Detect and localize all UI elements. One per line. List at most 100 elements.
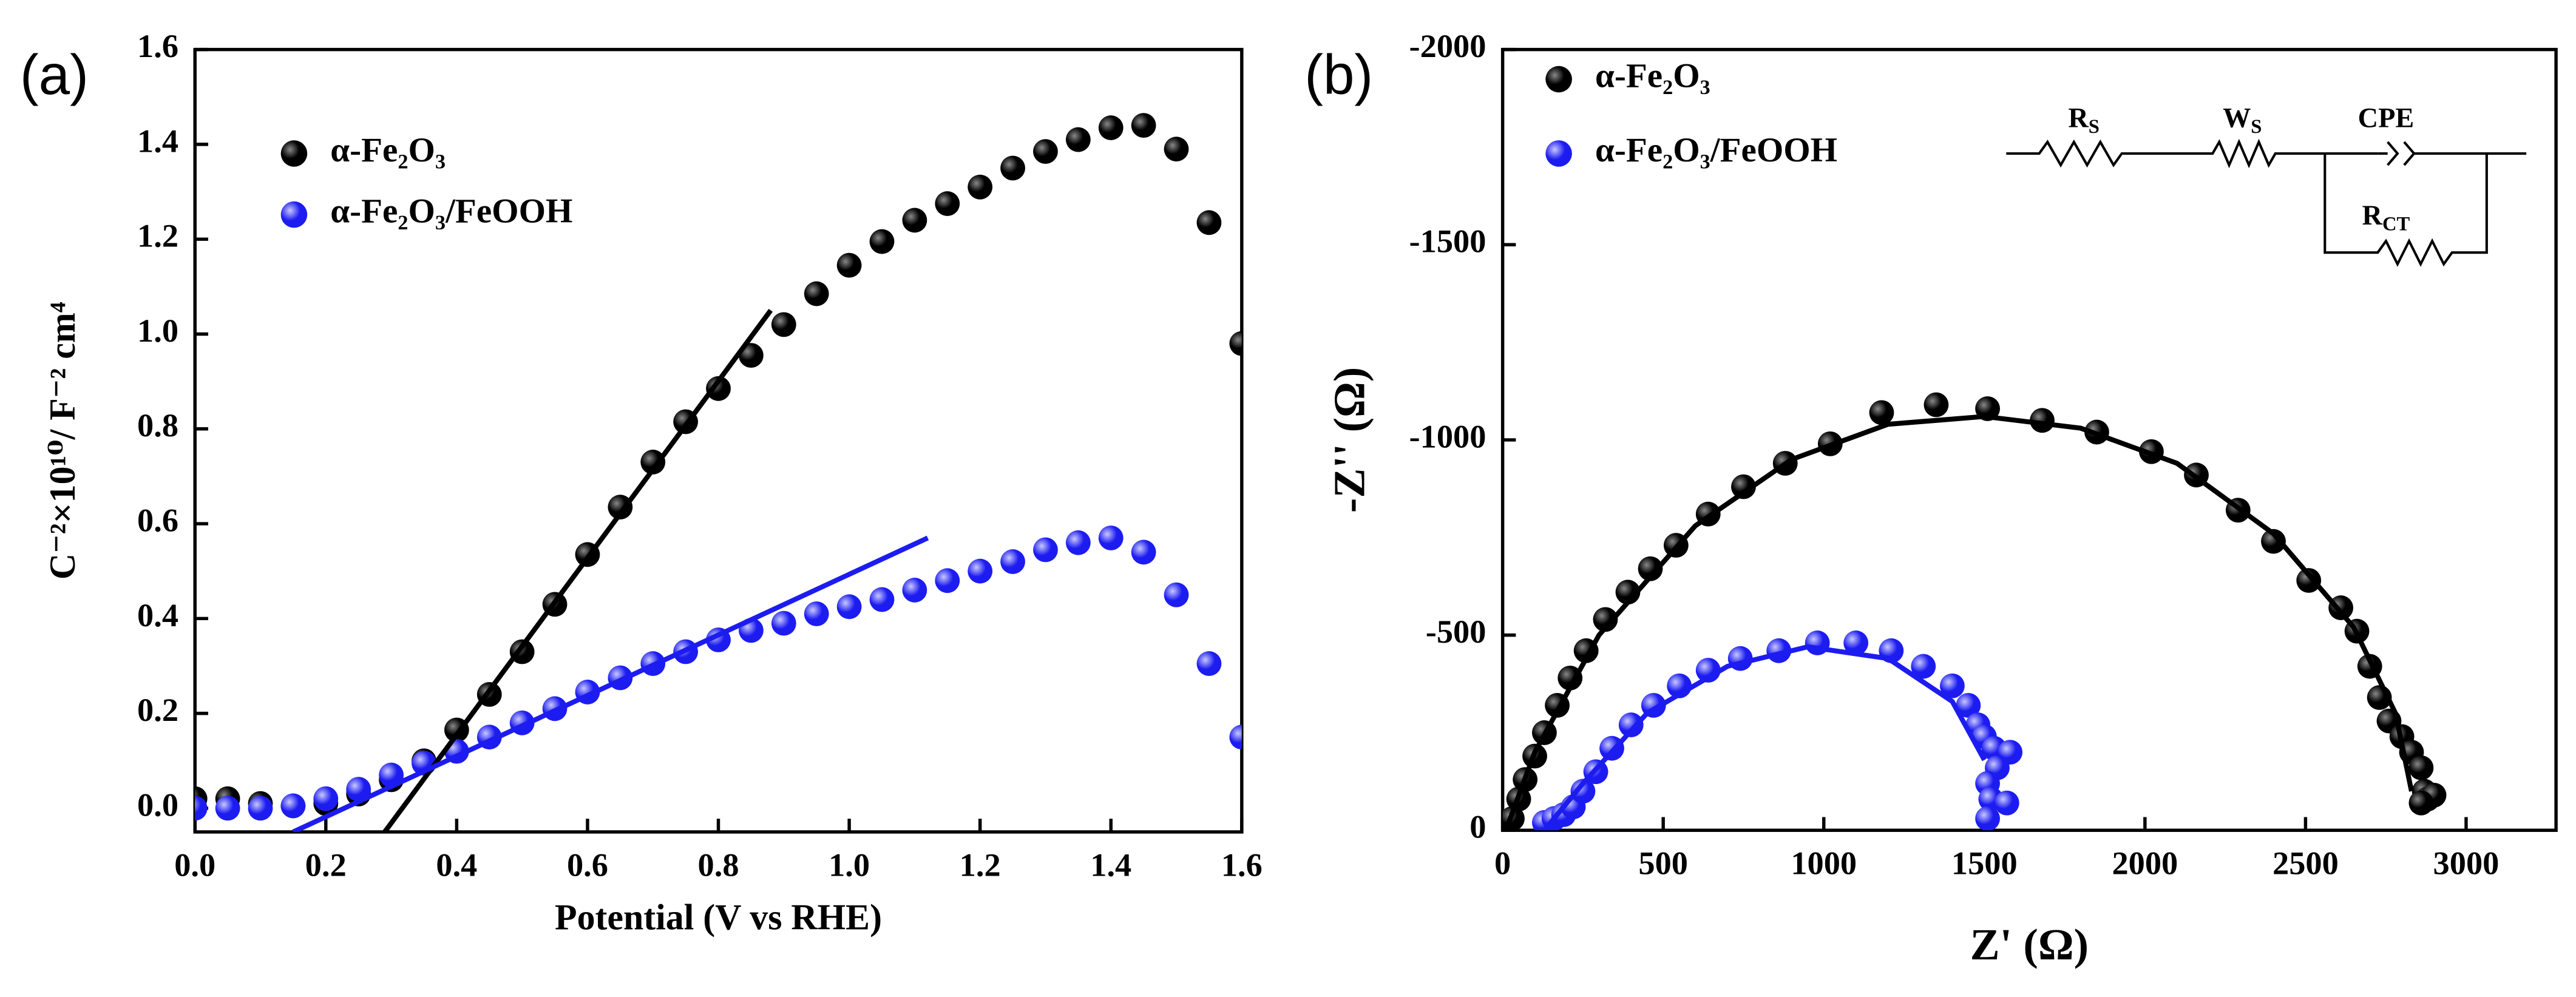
circuit-label: CPE <box>2358 103 2414 133</box>
y-tick-label: 0.8 <box>137 407 178 444</box>
data-point <box>1731 474 1756 499</box>
data-point <box>280 793 306 819</box>
data-point <box>902 208 927 233</box>
data-point <box>804 281 829 306</box>
circuit-label: RS <box>2068 103 2100 138</box>
data-point <box>968 558 993 584</box>
legend-label: α-Fe₂O₃/FeOOH <box>330 192 572 231</box>
data-point <box>313 786 339 811</box>
data-point <box>1924 392 1949 417</box>
plot-area <box>1502 392 2447 831</box>
x-tick-label: 2000 <box>2112 845 2178 882</box>
circuit-label-main: R <box>2068 103 2089 133</box>
data-point <box>968 174 993 200</box>
circuit-label-sub: S <box>2089 117 2100 138</box>
x-tick-label: 0.6 <box>567 847 608 883</box>
y-tick-label: 0.2 <box>137 692 178 728</box>
x-tick-label: 1000 <box>1791 845 1857 882</box>
data-point <box>1911 654 1936 679</box>
y-tick-label: -500 <box>1426 613 1486 650</box>
data-point <box>1033 139 1058 164</box>
y-tick-label: -2000 <box>1409 28 1486 64</box>
plot-area <box>195 113 1242 832</box>
data-point <box>1843 630 1869 655</box>
x-tick-label: 0.0 <box>174 847 215 883</box>
y-tick-label: 0.0 <box>137 786 178 823</box>
data-point <box>1196 210 1222 235</box>
y-axis-title: -Z'' (Ω) <box>1325 367 1374 513</box>
data-point <box>706 376 731 401</box>
x-tick-label: 2500 <box>2273 845 2339 882</box>
y-tick-label: 1.2 <box>137 218 178 254</box>
data-point <box>1638 556 1663 581</box>
data-point <box>771 312 796 337</box>
legend-marker <box>1545 140 1572 167</box>
data-point <box>935 568 960 593</box>
fit-line <box>292 535 929 832</box>
y-tick-label: 0.6 <box>137 502 178 539</box>
data-point <box>902 578 927 603</box>
data-point <box>1975 806 2000 831</box>
y-tick-label: 0 <box>1469 809 1486 845</box>
data-point <box>2408 790 2434 816</box>
x-tick-label: 0.8 <box>698 847 739 883</box>
x-tick-label: 1.6 <box>1221 847 1263 883</box>
data-point <box>836 252 862 278</box>
data-point <box>804 601 829 626</box>
x-tick-label: 0.2 <box>305 847 347 883</box>
x-tick-label: 1.4 <box>1090 847 1131 883</box>
legend-marker <box>280 201 308 228</box>
x-tick-label: 0.4 <box>436 847 477 883</box>
circuit-label-sub: CT <box>2382 214 2410 235</box>
fit-line <box>1542 644 1987 831</box>
data-point <box>1065 127 1091 152</box>
panel-label: (b) <box>1304 43 1373 106</box>
data-point <box>1065 530 1091 555</box>
x-tick-label: 3000 <box>2433 845 2500 882</box>
data-point <box>248 796 273 821</box>
data-point <box>1869 400 1894 425</box>
circuit-label-main: R <box>2362 200 2383 231</box>
data-point <box>869 229 895 254</box>
legend-label: α-Fe₂O₃ <box>330 131 446 169</box>
fit-line <box>382 308 773 832</box>
data-point <box>1000 549 1025 574</box>
legend-marker <box>280 140 308 167</box>
x-tick-label: 500 <box>1638 845 1688 882</box>
data-point <box>771 610 796 636</box>
fit-line <box>1503 414 2415 831</box>
legend-label: α-Fe₂O₃/FeOOH <box>1595 131 1837 169</box>
x-tick-label: 1.2 <box>960 847 1001 883</box>
legend-label: α-Fe₂O₃ <box>1595 57 1710 95</box>
y-axis-title: C⁻²×10¹⁰/ F⁻² cm⁴ <box>42 302 83 580</box>
x-tick-label: 0 <box>1494 845 1511 882</box>
data-point <box>1098 115 1124 140</box>
x-axis-title: Z' (Ω) <box>1970 920 2089 969</box>
data-point <box>195 796 208 821</box>
circuit-label: RCT <box>2362 200 2410 235</box>
data-point <box>2261 529 2286 554</box>
data-point <box>1000 155 1025 181</box>
y-tick-label: -1000 <box>1409 418 1486 455</box>
circuit-label-main: W <box>2223 103 2251 133</box>
data-point <box>608 495 633 520</box>
data-point <box>1098 526 1124 550</box>
circuit <box>2006 138 2527 267</box>
circuit-label-sub: S <box>2251 117 2262 138</box>
data-point <box>215 796 240 821</box>
data-point <box>935 191 960 216</box>
data-point <box>1131 113 1156 138</box>
data-point <box>2296 568 2322 593</box>
data-point <box>346 777 371 802</box>
circuit-label-main: CPE <box>2358 103 2414 133</box>
data-point <box>836 594 862 620</box>
data-point <box>1164 582 1189 607</box>
x-tick-label: 1.0 <box>829 847 870 883</box>
data-point <box>1033 537 1058 563</box>
data-point <box>1994 790 2019 816</box>
data-point <box>1939 673 1965 698</box>
data-point <box>1229 725 1242 750</box>
y-tick-label: 1.0 <box>137 313 178 349</box>
y-tick-label: 1.4 <box>137 123 178 159</box>
